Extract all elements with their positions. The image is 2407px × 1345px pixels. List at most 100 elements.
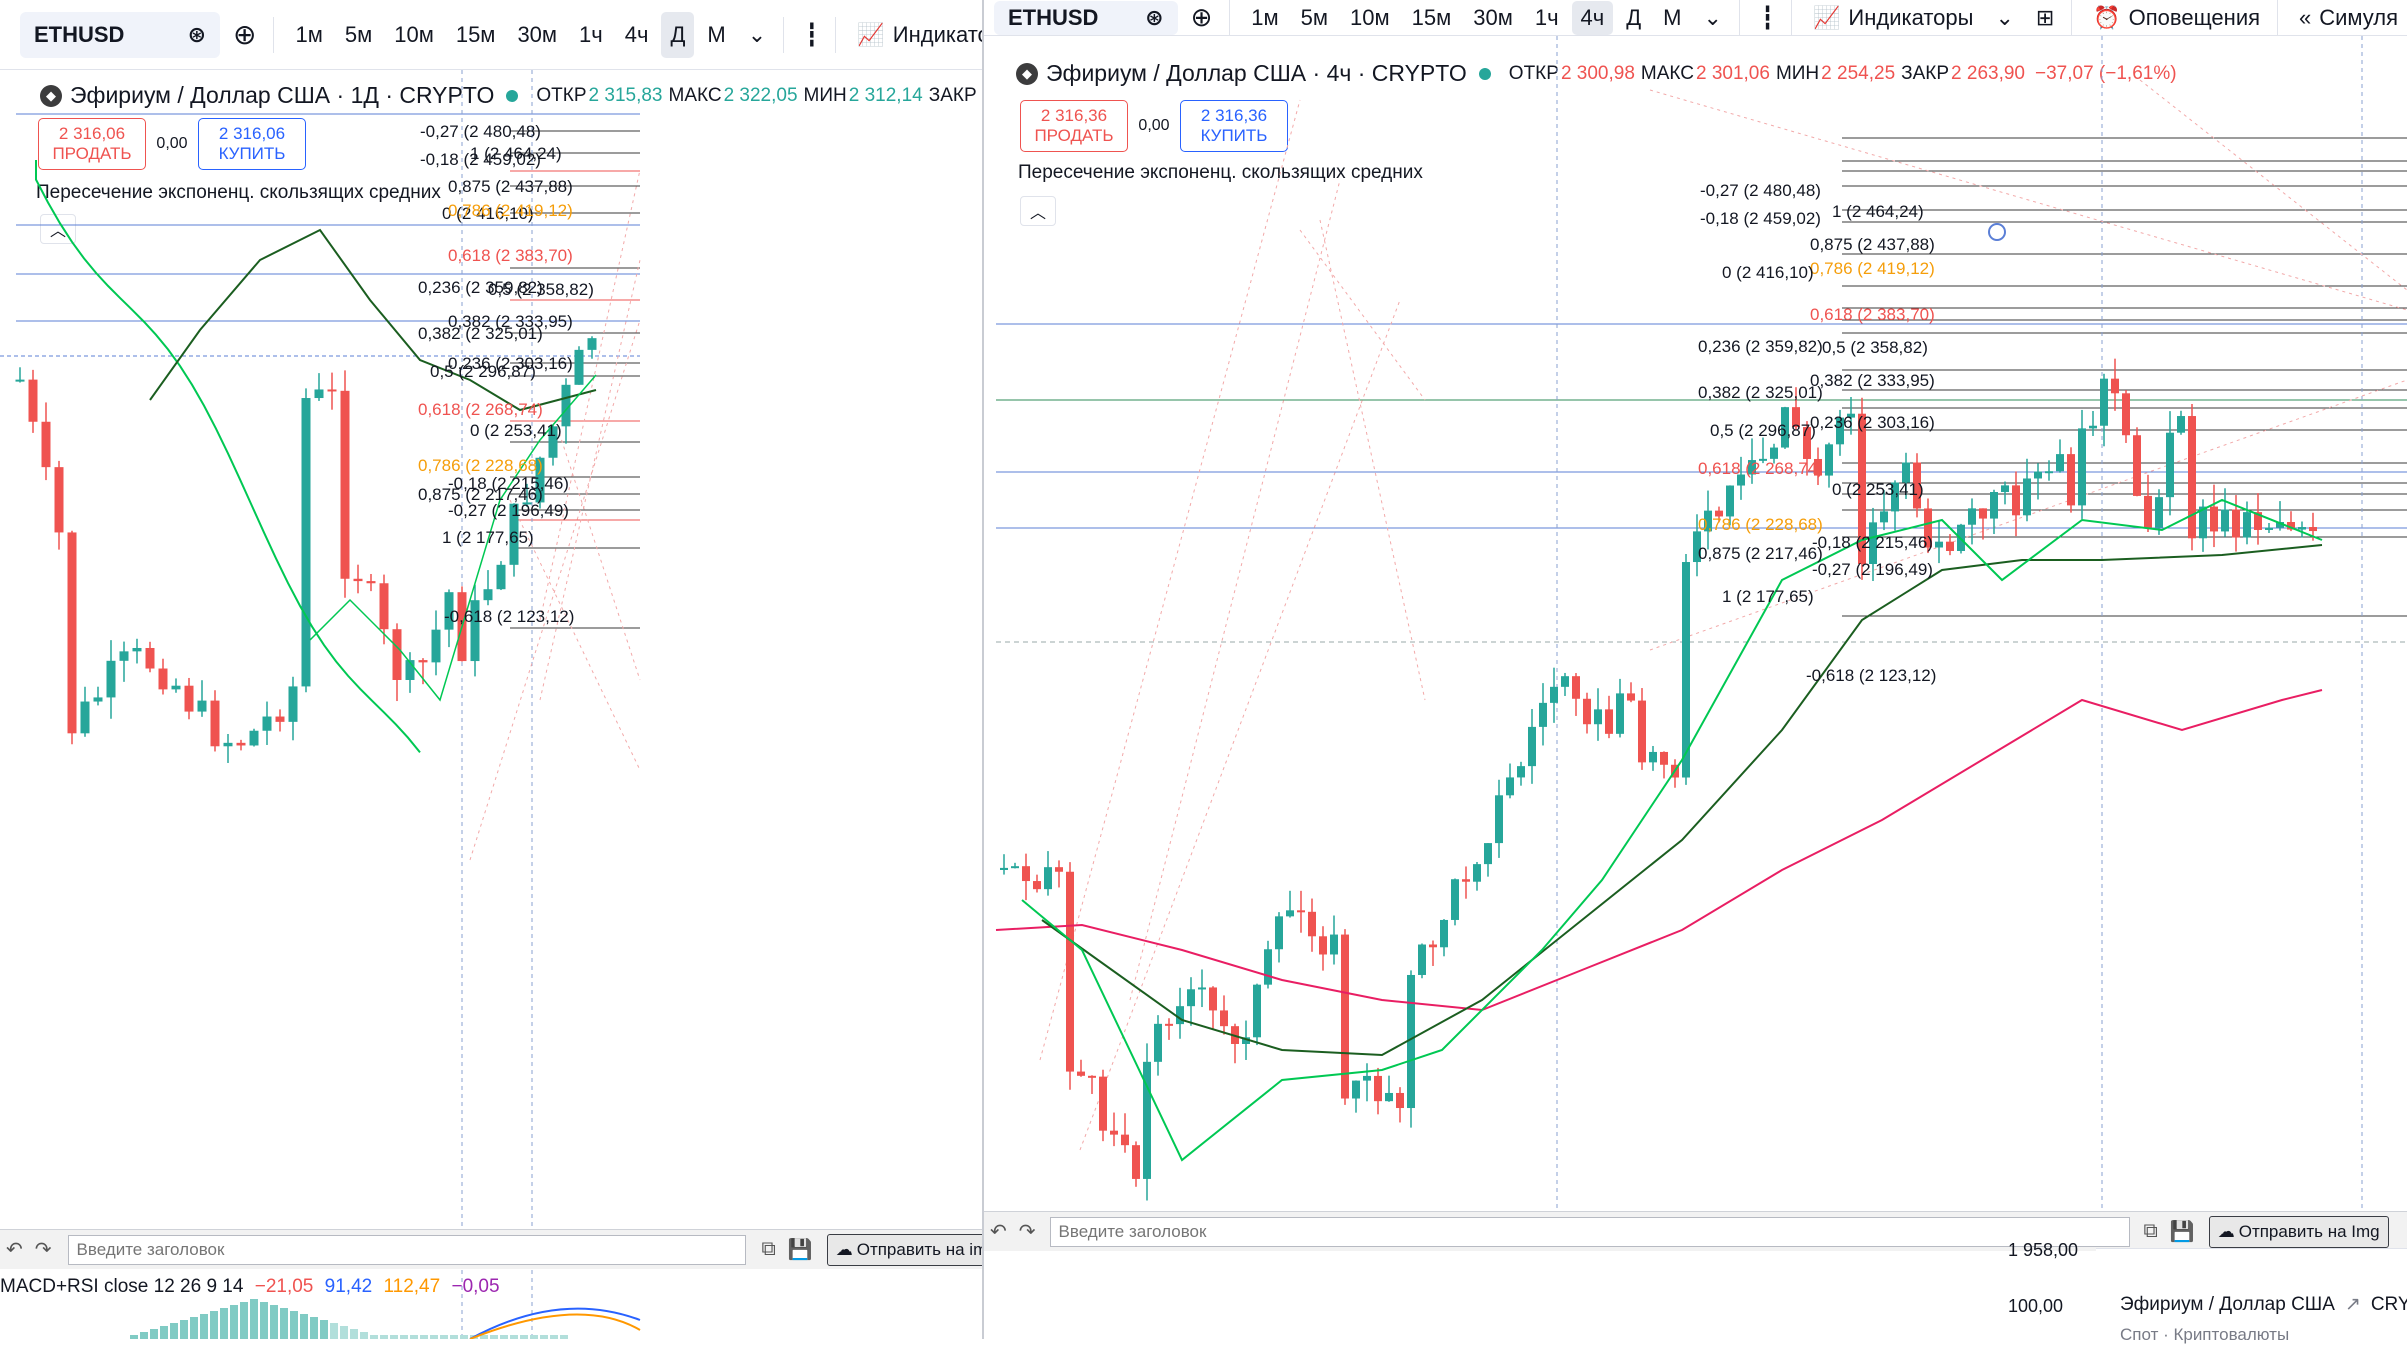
left-candle-body: [249, 730, 259, 746]
sell-button[interactable]: 2 316,06 ПРОДАТЬ: [38, 118, 146, 170]
undo-icon[interactable]: ↶: [990, 1221, 1007, 1243]
left-candle-body: [327, 389, 337, 392]
fib-fan-line: [539, 169, 641, 621]
sell-button[interactable]: 2 316,36 ПРОДАТЬ: [1020, 100, 1128, 152]
timeframe-5[interactable]: 1ч: [1534, 4, 1559, 30]
timeframe-4[interactable]: 30м: [1473, 4, 1513, 30]
left-candle-body: [392, 629, 402, 680]
chevron-down-icon[interactable]: ⌄: [1995, 4, 2014, 30]
candle-type-icon[interactable]: ┇: [805, 21, 819, 47]
divider: [2071, 0, 2073, 36]
redo-icon[interactable]: ↷: [34, 1239, 52, 1261]
left-candle-body: [223, 742, 233, 747]
fib-fan-line: [509, 499, 641, 771]
candle-type-icon[interactable]: ┇: [1760, 4, 1775, 30]
low-value: 2 254,25: [1821, 62, 1896, 84]
add-symbol-icon[interactable]: ⊕: [1190, 2, 1213, 32]
timeframe-group: 1м 5м 10м 15м 30м 1ч 4ч Д М: [1238, 0, 1690, 35]
timeframe-0[interactable]: 1м: [1251, 4, 1279, 30]
ema-fast-line-2: [309, 374, 597, 702]
save-icon[interactable]: 💾: [787, 1239, 813, 1261]
left-candle-body: [275, 716, 285, 722]
macd-histogram-bar: [250, 1299, 258, 1339]
right-chart-window: ETHUSD ⊛ ⊕ 1м 5м 10м 15м 30м 1ч 4ч Д М ⌄ ┇ 📈 Инди…: [982, 0, 2407, 1339]
fib-label: 0,786 (2 419,12): [448, 201, 573, 220]
collapse-chevron-up-icon[interactable]: ︿: [1020, 196, 1056, 226]
left-candle-body: [15, 379, 25, 382]
price-scale-value: 100,00: [2008, 1296, 2064, 1316]
left-candle-body: [366, 581, 376, 584]
buy-button[interactable]: 2 316,36 КУПИТЬ: [1180, 100, 1288, 152]
copy-icon[interactable]: ⧉: [761, 1238, 776, 1260]
layouts-grid-icon[interactable]: ⊞: [2035, 4, 2055, 30]
timeframe-5[interactable]: 1ч: [579, 21, 603, 47]
indicators-button[interactable]: 📈 Индикаторы: [1804, 1, 1982, 35]
compare-icon[interactable]: ⊛: [1145, 4, 1164, 30]
timeframe-6[interactable]: 4ч: [1571, 0, 1614, 35]
compare-icon[interactable]: ⊛: [187, 21, 206, 47]
timeframe-0[interactable]: 1м: [295, 21, 323, 47]
timeframe-7[interactable]: Д: [661, 11, 695, 58]
macd-histogram-bar: [490, 1335, 498, 1339]
timeframe-4[interactable]: 30м: [517, 21, 558, 47]
low-label: МИН: [803, 84, 847, 106]
left-candle-body: [340, 390, 350, 579]
redo-icon[interactable]: ↷: [1018, 1221, 1036, 1243]
save-icon[interactable]: 💾: [2169, 1221, 2195, 1243]
eth-icon: ◆: [40, 84, 62, 107]
fib-label: -0,18 (2 215,46): [448, 474, 569, 493]
copy-icon[interactable]: ⧉: [2143, 1220, 2158, 1242]
macd-histogram-bar: [190, 1317, 198, 1339]
macd-histogram-bar: [480, 1335, 488, 1339]
left-candle-body: [314, 389, 324, 399]
timeframe-3[interactable]: 15м: [1411, 4, 1452, 30]
timeframe-6[interactable]: 4ч: [624, 21, 649, 47]
left-candle-body: [93, 697, 103, 702]
title-input[interactable]: [1049, 1216, 2130, 1247]
alerts-button[interactable]: ⏰ Оповещения: [2084, 1, 2269, 35]
fib-label: 0,875 (2 217,46): [418, 485, 543, 504]
ema-slow-line: [149, 228, 597, 412]
symbol-search[interactable]: ETHUSD ⊛: [994, 0, 1178, 35]
timeframe-8[interactable]: М: [1663, 4, 1682, 30]
fib-label: 0,618 (2 383,70): [448, 246, 573, 265]
eth-icon: ◆: [1016, 62, 1038, 85]
sell-label: ПРОДАТЬ: [52, 144, 132, 163]
info-title[interactable]: Эфириум / Доллар США: [2120, 1293, 2335, 1315]
buy-button[interactable]: 2 316,06 КУПИТЬ: [198, 118, 306, 170]
divider: [783, 16, 785, 53]
macd-value-3: 112,47: [383, 1276, 441, 1297]
timeframe-2[interactable]: 10м: [1350, 4, 1390, 30]
undo-icon[interactable]: ↶: [6, 1239, 23, 1261]
timeframe-1[interactable]: 5м: [1300, 4, 1329, 30]
add-symbol-icon[interactable]: ⊕: [233, 19, 257, 50]
fib-label: 0 (2 416,10): [442, 204, 534, 223]
spread-value: 0,00: [156, 135, 188, 152]
symbol-search[interactable]: ETHUSD ⊛: [20, 11, 220, 58]
timeframe-7[interactable]: Д: [1626, 4, 1642, 30]
low-label: МИН: [1775, 62, 1820, 84]
alarm-clock-icon: ⏰: [2093, 4, 2121, 30]
left-candle-body: [80, 701, 90, 734]
timeframe-8[interactable]: М: [707, 21, 726, 47]
chevron-down-icon[interactable]: ⌄: [747, 21, 767, 47]
replay-button[interactable]: « Симуля: [2290, 1, 2407, 35]
fib-label: 0,236 (2 303,16): [448, 354, 573, 373]
left-candle-body: [444, 592, 454, 630]
macd-histogram-bar: [340, 1326, 348, 1339]
buy-label: КУПИТЬ: [218, 144, 286, 163]
left-candle-body: [587, 338, 597, 350]
external-link-icon[interactable]: ↗: [2344, 1294, 2361, 1315]
fib-fan-line: [539, 259, 641, 701]
open-label: ОТКР: [536, 84, 587, 106]
macd-histogram-bar: [220, 1308, 228, 1339]
collapse-chevron-up-icon[interactable]: ︿: [40, 214, 76, 244]
chevron-down-icon[interactable]: ⌄: [1703, 4, 1722, 30]
timeframe-2[interactable]: 10м: [394, 21, 434, 47]
upload-imgur-button[interactable]: ☁ Отправить на Img: [2208, 1215, 2389, 1248]
macd-histogram-bar: [380, 1335, 388, 1339]
timeframe-1[interactable]: 5м: [344, 21, 373, 47]
fib-label: 0,5 (2 296,87): [430, 362, 536, 381]
title-input[interactable]: [67, 1234, 746, 1265]
timeframe-3[interactable]: 15м: [455, 21, 496, 47]
